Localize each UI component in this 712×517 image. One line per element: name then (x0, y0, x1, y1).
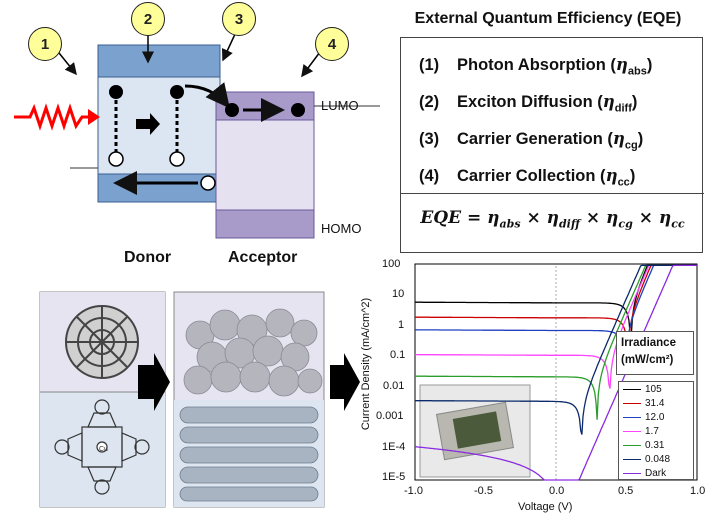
y-tick-0p01: 0.01 (383, 380, 405, 392)
acceptor-homo-band (215, 209, 315, 239)
eqe-item-collection: (4) Carrier Collection (ηcc) (419, 166, 636, 189)
badge-1: 1 (28, 27, 62, 61)
badge-2: 2 (131, 2, 165, 36)
badge-4: 4 (315, 27, 349, 61)
svg-text:Cu: Cu (99, 446, 108, 453)
eqe-item-diffusion: (2) Exciton Diffusion (ηdiff) (419, 92, 638, 115)
device-illustration: Cu (39, 291, 360, 508)
eqe-divider (401, 193, 704, 194)
jv-series-6 (414, 264, 697, 481)
legend-item-105: 105 (623, 384, 662, 396)
photon-wave (14, 103, 92, 131)
homo-label: HOMO (321, 221, 362, 236)
donor-lumo-band (97, 44, 221, 78)
cupc-layer (179, 406, 319, 502)
legend-item-31-4: 31.4 (623, 398, 664, 410)
badge-3: 3 (222, 2, 256, 36)
jv-series-1 (415, 264, 697, 362)
eqe-title: External Quantum Efficiency (EQE) (414, 10, 682, 27)
y-tick-1: 1 (398, 319, 405, 331)
c60-layer (183, 308, 323, 397)
x-tick-m0p5: -0.5 (474, 485, 493, 497)
legend-item-dark: Dark (623, 468, 666, 480)
acceptor-gap (215, 119, 315, 211)
diffusion-arrow (136, 113, 160, 135)
photon-arrowhead (88, 109, 100, 125)
jv-series-0 (415, 264, 697, 337)
y-tick-1e-4: 1E-4 (382, 441, 406, 453)
x-axis-label: Voltage (V) (518, 501, 573, 513)
cupc-molecule-icon (54, 399, 150, 495)
y-tick-10: 10 (392, 288, 405, 300)
legend-item-1-7: 1.7 (623, 426, 659, 438)
c60-molecule-icon (65, 305, 139, 379)
x-tick-m1: -1.0 (404, 485, 423, 497)
process-arrow-1 (138, 353, 170, 411)
y-tick-1e-5: 1E-5 (382, 471, 406, 483)
y-tick-0p1: 0.1 (390, 349, 406, 361)
energy-level-diagram (14, 31, 380, 239)
legend-item-0-31: 0.31 (623, 440, 664, 452)
legend-item-0-048: 0.048 (623, 454, 670, 466)
y-tick-100: 100 (382, 258, 401, 270)
chart-legend: 105 31.4 12.0 1.7 0.31 0.048 Dark (618, 381, 694, 480)
eqe-item-generation: (3) Carrier Generation (ηcg) (419, 129, 644, 152)
jv-series-5 (415, 264, 697, 435)
eqe-formula: EQE = ηabs × ηdiff × ηcg × ηcc (420, 208, 685, 231)
acceptor-label: Acceptor (228, 249, 298, 266)
lumo-label: LUMO (321, 98, 359, 113)
eqe-item-absorption: (1) Photon Absorption (ηabs) (419, 55, 653, 78)
eqe-box: (1) Photon Absorption (ηabs) (2) Exciton D… (400, 37, 704, 253)
legend-title: Irradiance (mW/cm²) (616, 331, 694, 375)
process-arrow-2 (330, 353, 360, 411)
y-tick-0p001: 0.001 (376, 410, 404, 422)
jv-series-2 (415, 264, 697, 374)
x-tick-0p5: 0.5 (618, 485, 634, 497)
donor-label: Donor (124, 249, 172, 266)
x-tick-0: 0.0 (549, 485, 565, 497)
x-tick-1: 1.0 (690, 485, 706, 497)
legend-item-12-0: 12.0 (623, 412, 664, 424)
